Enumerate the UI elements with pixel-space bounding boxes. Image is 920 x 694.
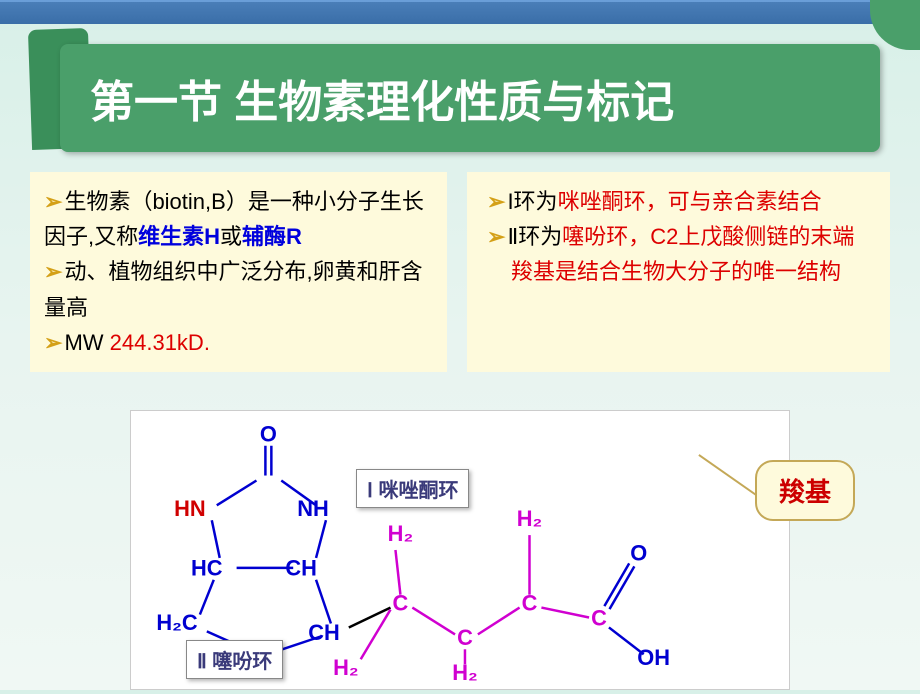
left-hl-2: 辅酶R [242,224,302,249]
svg-text:CH: CH [308,620,340,645]
right-bullet-1: ➢I环为咪唑酮环，可与亲合素结合 [487,184,876,219]
left-hl-1: 维生素H [138,224,220,249]
content-area: ➢生物素（biotin,B）是一种小分子生长因子,又称维生素H或辅酶R ➢动、植… [0,172,920,372]
left-text-2: 动、植物组织中广泛分布,卵黄和肝含量高 [44,259,423,319]
svg-text:H₂: H₂ [517,506,542,531]
svg-text:H₂: H₂ [388,521,413,546]
bullet-icon: ➢ [487,189,505,214]
svg-text:O: O [630,541,647,566]
title-tab-decoration [28,28,92,150]
svg-text:H₂: H₂ [333,655,358,680]
right-textbox: ➢I环为咪唑酮环，可与亲合素结合 ➢Ⅱ环为噻吩环，C2上戊酸侧链的末端羧基是结合… [467,172,890,372]
svg-text:HN: HN [174,496,206,521]
svg-text:C: C [393,590,409,615]
right-bullet-2: ➢Ⅱ环为噻吩环，C2上戊酸侧链的末端羧基是结合生物大分子的唯一结构 [487,219,876,289]
left-bullet-2: ➢动、植物组织中广泛分布,卵黄和肝含量高 [44,254,433,324]
bullet-icon: ➢ [44,330,62,355]
window-titlebar [0,0,920,24]
slide-title: 第一节 生物素理化性质与标记 [90,78,674,127]
left-text-3b: 244.31kD. [110,330,210,355]
bullet-icon: ➢ [487,224,505,249]
svg-text:H₂C: H₂C [156,610,197,635]
svg-text:HC: HC [191,556,223,581]
svg-text:C: C [591,605,607,630]
right-text-1b: 咪唑酮环，可与亲合素结合 [558,189,822,214]
svg-text:C: C [457,625,473,650]
left-bullet-1: ➢生物素（biotin,B）是一种小分子生长因子,又称维生素H或辅酶R [44,184,433,254]
slide-title-banner: 第一节 生物素理化性质与标记 [60,44,880,152]
svg-text:H₂: H₂ [452,660,477,685]
svg-text:NH: NH [297,496,329,521]
carboxyl-callout: 羧基 [755,460,855,521]
svg-text:C: C [522,590,538,615]
ring1-label: Ⅰ 咪唑酮环 [356,469,469,508]
right-text-2b: 噻吩环，C2上戊酸侧链的末端羧基是结合生物大分子的唯一结构 [511,224,854,284]
bullet-icon: ➢ [44,259,62,284]
bullet-icon: ➢ [44,189,62,214]
right-text-1a: I环为 [507,189,557,214]
svg-text:O: O [260,422,277,447]
left-text-1b: 或 [220,224,242,249]
svg-text:CH: CH [285,556,317,581]
right-text-2a: Ⅱ环为 [507,224,562,249]
left-text-3a: MW [64,330,109,355]
svg-text:OH: OH [637,645,670,670]
left-textbox: ➢生物素（biotin,B）是一种小分子生长因子,又称维生素H或辅酶R ➢动、植… [30,172,447,372]
corner-decoration [870,0,920,50]
ring2-label: Ⅱ 噻吩环 [186,640,283,679]
left-bullet-3: ➢MW 244.31kD. [44,325,433,360]
